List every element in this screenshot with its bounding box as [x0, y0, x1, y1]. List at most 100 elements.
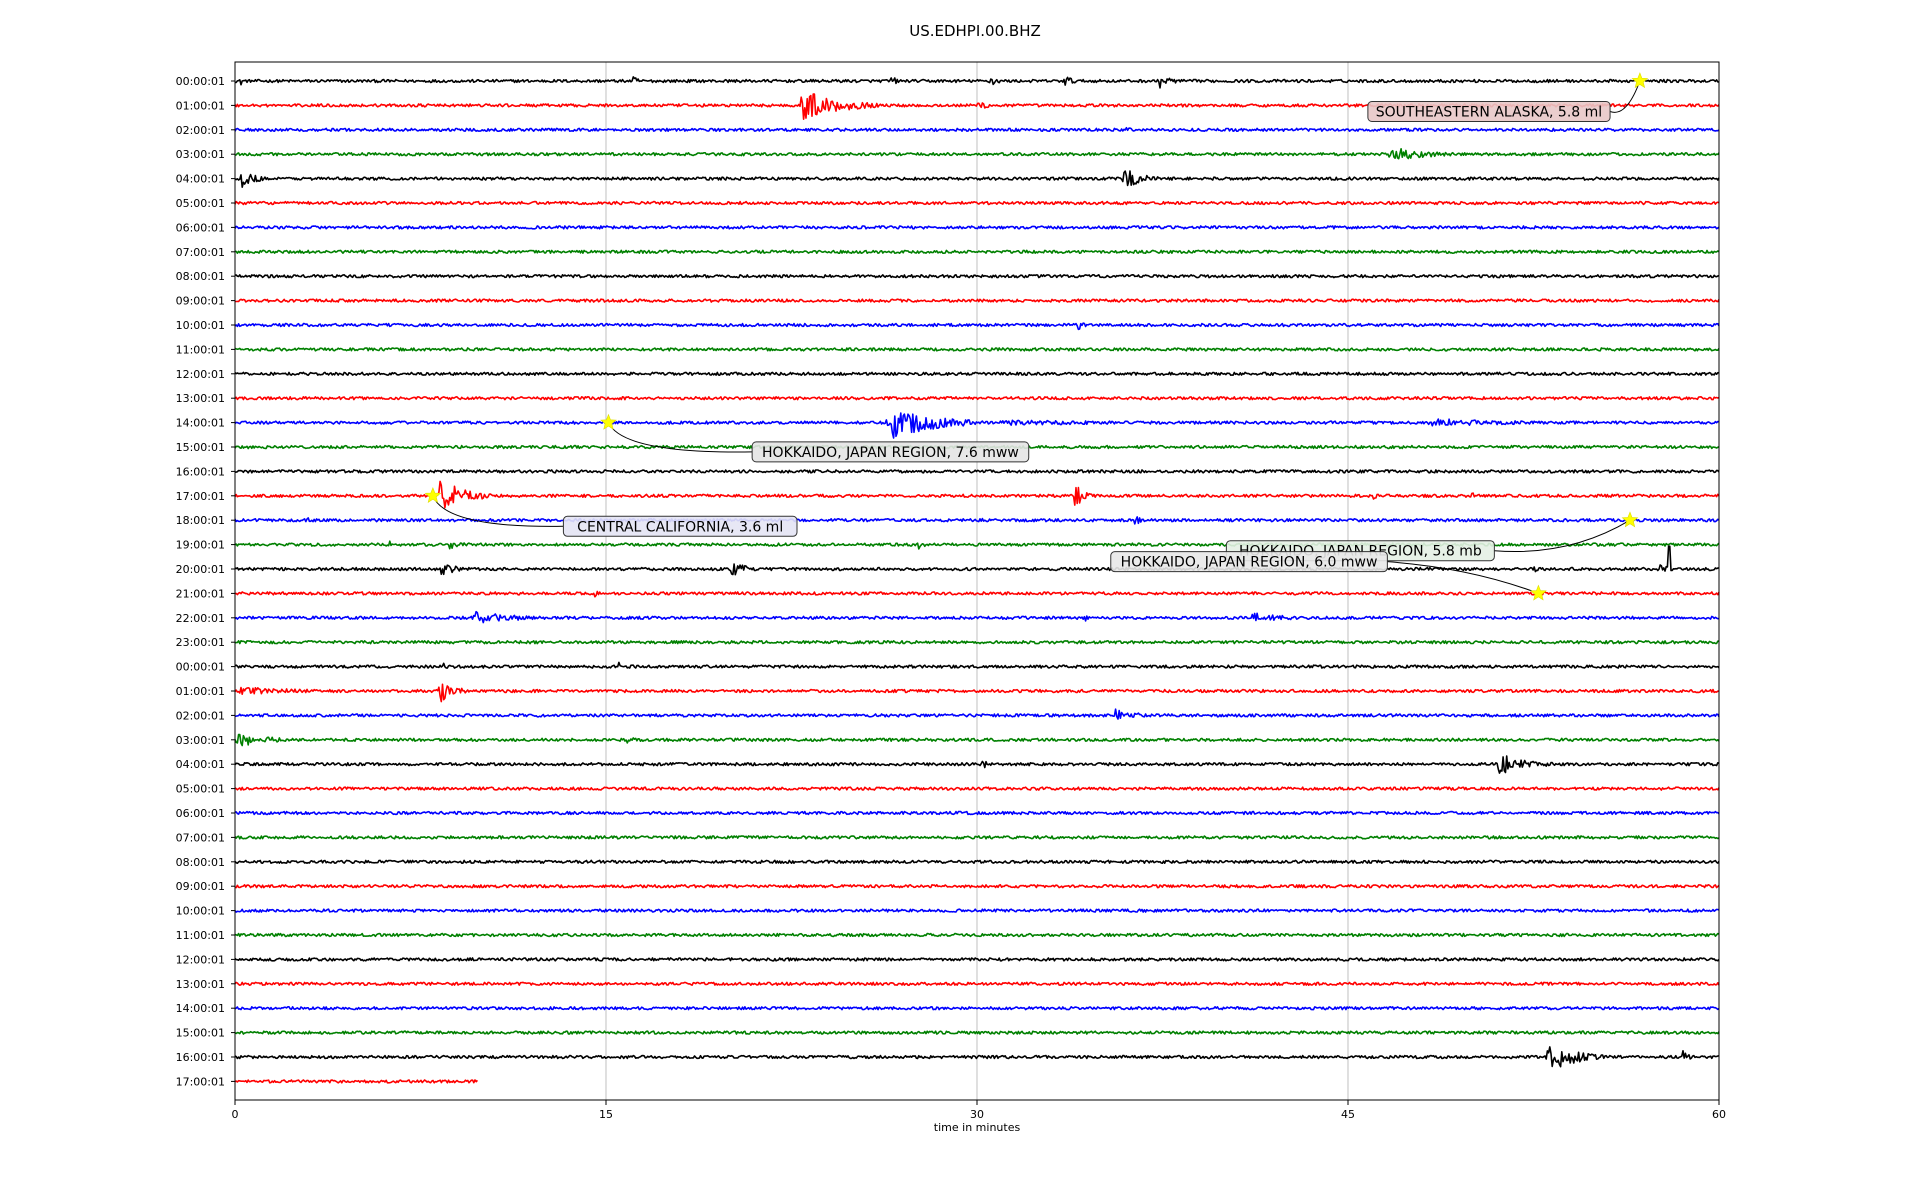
event-annotation: SOUTHEASTERN ALASKA, 5.8 ml — [1367, 72, 1649, 122]
event-label-box — [1367, 101, 1611, 122]
event-connector — [432, 495, 564, 527]
trace-row — [234, 908, 1720, 913]
trace-row — [234, 810, 1720, 816]
event-label-box — [1110, 551, 1388, 573]
row-time-label: 16:00:01 — [176, 465, 225, 478]
row-time-label: 01:00:01 — [176, 99, 225, 112]
row-time-label: 16:00:01 — [176, 1051, 225, 1064]
row-time-label: 15:00:01 — [176, 1027, 225, 1040]
event-connector — [1387, 561, 1539, 594]
row-time-label: 07:00:01 — [176, 246, 225, 259]
trace-row — [234, 610, 1720, 624]
trace-row — [234, 590, 1720, 598]
row-time-label: 17:00:01 — [176, 1075, 225, 1088]
trace-row — [234, 148, 1720, 160]
row-time-label: 05:00:01 — [176, 783, 225, 796]
row-time-label: 09:00:01 — [176, 880, 225, 893]
row-time-label: 08:00:01 — [176, 856, 225, 869]
trace-row — [234, 859, 1720, 864]
trace-row — [234, 835, 1720, 840]
event-star-marker — [600, 413, 617, 430]
row-time-label: 08:00:01 — [176, 270, 225, 283]
row-time-label: 22:00:01 — [176, 612, 225, 625]
row-time-label: 05:00:01 — [176, 197, 225, 210]
trace-row — [234, 661, 1720, 669]
trace-row — [234, 1079, 479, 1084]
event-star-marker — [1631, 72, 1649, 89]
row-time-label: 12:00:01 — [176, 953, 225, 966]
x-tick-label: 0 — [232, 1108, 239, 1121]
row-time-label: 00:00:01 — [176, 661, 225, 674]
row-time-label: 04:00:01 — [176, 173, 225, 186]
trace-row — [234, 733, 1720, 747]
row-time-label: 23:00:01 — [176, 636, 225, 649]
event-label-box — [751, 441, 1030, 463]
row-time-label: 06:00:01 — [176, 807, 225, 820]
trace-row — [234, 249, 1720, 254]
trace-row — [234, 225, 1720, 230]
grid-lines — [605, 62, 1349, 1100]
chart-title: US.EDHPI.00.BHZ — [909, 22, 1041, 40]
x-tick-label: 30 — [970, 1108, 984, 1121]
row-time-label: 03:00:01 — [176, 734, 225, 747]
row-time-label: 14:00:01 — [176, 417, 225, 430]
x-axis-ticks: 0 15 30 45 60 — [232, 1100, 1726, 1121]
trace-row — [234, 1046, 1720, 1068]
event-label-text: HOKKAIDO, JAPAN REGION, 6.0 mww — [1121, 555, 1378, 571]
x-tick-label: 45 — [1341, 1108, 1355, 1121]
trace-row — [234, 274, 1720, 279]
trace-row — [234, 347, 1720, 352]
trace-row — [234, 755, 1720, 774]
trace-row — [234, 480, 1720, 509]
event-annotation: CENTRAL CALIFORNIA, 3.6 ml — [424, 486, 798, 537]
event-annotation: HOKKAIDO, JAPAN REGION, 6.0 mww — [1110, 551, 1547, 601]
trace-row — [235, 76, 1720, 89]
row-time-label: 13:00:01 — [176, 978, 225, 991]
row-time-label: 02:00:01 — [176, 124, 225, 137]
row-time-label: 10:00:01 — [176, 905, 225, 918]
trace-row — [234, 932, 1720, 938]
trace-row — [234, 545, 1720, 576]
row-time-label: 20:00:01 — [176, 563, 225, 576]
trace-row — [234, 371, 1720, 376]
row-time-label: 17:00:01 — [176, 490, 225, 503]
trace-row — [234, 640, 1720, 645]
row-time-label: 12:00:01 — [176, 368, 225, 381]
row-time-label: 02:00:01 — [176, 709, 225, 722]
trace-row — [234, 298, 1720, 303]
event-star-marker — [424, 486, 442, 503]
trace-row — [234, 1006, 1720, 1011]
row-time-label: 13:00:01 — [176, 392, 225, 405]
row-time-label: 15:00:01 — [176, 441, 225, 454]
event-connector — [1609, 80, 1641, 113]
trace-row — [234, 683, 1720, 703]
row-time-label: 07:00:01 — [176, 831, 225, 844]
row-time-label: 04:00:01 — [176, 758, 225, 771]
x-axis-label: time in minutes — [934, 1121, 1021, 1134]
event-label-text: HOKKAIDO, JAPAN REGION, 7.6 mww — [762, 445, 1019, 461]
row-time-label: 10:00:01 — [176, 319, 225, 332]
x-tick-label: 60 — [1712, 1108, 1726, 1121]
row-time-label: 06:00:01 — [176, 221, 225, 234]
row-time-label: 11:00:01 — [176, 343, 225, 356]
trace-row — [234, 708, 1720, 720]
row-time-label: 21:00:01 — [176, 587, 225, 600]
trace-row — [234, 516, 1720, 525]
event-star-marker — [1530, 584, 1547, 601]
x-tick-label: 15 — [599, 1108, 613, 1121]
trace-row — [234, 981, 1720, 986]
row-time-label: 18:00:01 — [176, 514, 225, 527]
row-time-label: 11:00:01 — [176, 929, 225, 942]
trace-row — [234, 469, 1720, 474]
event-connector — [1494, 519, 1631, 553]
row-time-label: 19:00:01 — [176, 539, 225, 552]
row-time-label: 01:00:01 — [176, 685, 225, 698]
trace-row — [234, 200, 1720, 206]
row-time-label: 09:00:01 — [176, 295, 225, 308]
trace-row — [234, 126, 1720, 132]
event-label-box — [562, 515, 798, 537]
row-time-labels: 00:00:01 01:00:01 02:00:01 03:00:01 04:00:01… — [176, 75, 235, 1088]
trace-row — [234, 1030, 1720, 1035]
row-time-label: 14:00:01 — [176, 1002, 225, 1015]
